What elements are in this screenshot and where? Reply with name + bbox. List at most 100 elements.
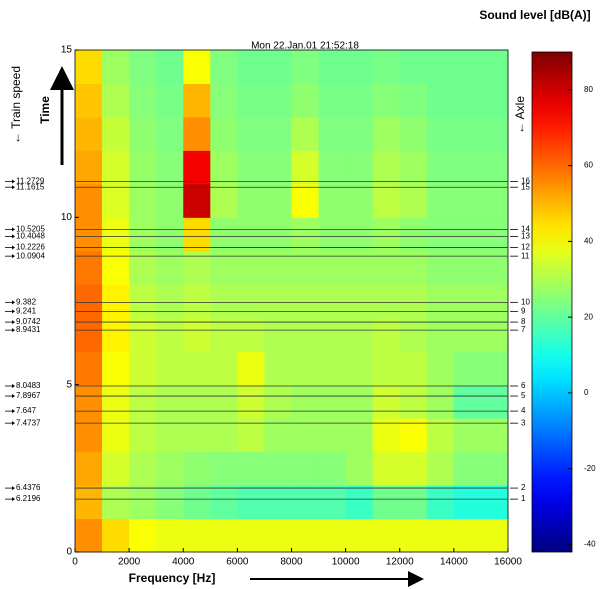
heatmap-cell: [129, 116, 157, 151]
heatmap-cell: [480, 183, 509, 218]
heatmap-cell: [399, 384, 428, 419]
axle-arrow-head: [12, 497, 15, 502]
heatmap-cell: [102, 116, 130, 151]
axle-arrow-head: [12, 245, 15, 250]
heatmap-cell: [480, 150, 509, 185]
heatmap-cell: [318, 50, 347, 84]
heatmap-cell: [291, 217, 320, 252]
heatmap-cell: [183, 351, 211, 386]
heatmap-cell: [75, 384, 103, 419]
heatmap-cell: [480, 116, 509, 151]
heatmap-cell: [129, 384, 157, 419]
heatmap-cell: [210, 50, 238, 84]
heatmap-cell: [345, 217, 374, 252]
x-tick-label: 4000: [172, 557, 195, 568]
heatmap-cell: [156, 317, 184, 352]
heatmap-cell: [372, 116, 401, 151]
heatmap-cell: [264, 351, 292, 386]
heatmap-cell: [129, 351, 157, 386]
axle-arrow-head: [12, 384, 15, 389]
heatmap-cell: [372, 485, 401, 520]
heatmap-cell: [75, 418, 103, 453]
heatmap-cell: [264, 217, 292, 252]
heatmap-cell: [237, 150, 265, 185]
axle-arrow-head: [12, 309, 15, 314]
axle-arrow-head: [12, 328, 15, 333]
heatmap-cell: [210, 116, 238, 151]
heatmap-cell: [102, 83, 130, 118]
side-label: ← Train speed: [9, 66, 23, 144]
heatmap-cell: [156, 351, 184, 386]
heatmap-cell: [345, 485, 374, 520]
axle-number: 10: [521, 297, 530, 306]
heatmap-cell: [75, 485, 103, 520]
axle-time-label: 10.0904: [16, 251, 45, 260]
heatmap: [75, 50, 509, 553]
colorbar-tick-label: -40: [584, 540, 596, 549]
axle-number: 8: [521, 317, 526, 326]
heatmap-cell: [129, 150, 157, 185]
heatmap-cell: [453, 384, 482, 419]
colorbar-tick-label: 0: [584, 388, 589, 397]
heatmap-cell: [156, 116, 184, 151]
heatmap-cell: [129, 317, 157, 352]
heatmap-cell: [291, 384, 320, 419]
heatmap-cell: [453, 183, 482, 218]
heatmap-cell: [480, 351, 509, 386]
heatmap-cell: [129, 518, 157, 553]
heatmap-cell: [102, 217, 130, 252]
heatmap-cell: [264, 284, 292, 319]
heatmap-cell: [183, 183, 211, 218]
heatmap-cell: [156, 384, 184, 419]
heatmap-cell: [183, 150, 211, 185]
axle-number: 13: [521, 232, 530, 241]
heatmap-cell: [318, 518, 347, 553]
heatmap-cell: [156, 83, 184, 118]
heatmap-cell: [183, 317, 211, 352]
heatmap-cell: [102, 284, 130, 319]
heatmap-cell: [210, 451, 238, 486]
colorbar-label: Sound level [dB(A)]: [479, 8, 590, 22]
heatmap-cell: [210, 518, 238, 553]
heatmap-cell: [102, 50, 130, 84]
y-tick-label: 15: [61, 45, 73, 56]
heatmap-cell: [210, 183, 238, 218]
axle-time-label: 9.382: [16, 297, 37, 306]
heatmap-cell: [237, 418, 265, 453]
axle-number: 3: [521, 418, 526, 427]
heatmap-cell: [426, 116, 455, 151]
axle-arrow-head: [12, 421, 15, 426]
x-tick-label: 16000: [494, 557, 522, 568]
heatmap-cell: [453, 50, 482, 84]
heatmap-cell: [291, 284, 320, 319]
axle-time-label: 11.1615: [16, 182, 45, 191]
heatmap-cell: [345, 518, 374, 553]
heatmap-cell: [237, 485, 265, 520]
heatmap-cell: [75, 83, 103, 118]
heatmap-cell: [264, 183, 292, 218]
axle-time-label: 9.241: [16, 306, 37, 315]
heatmap-cell: [183, 485, 211, 520]
axle-arrow-head: [12, 409, 15, 414]
heatmap-cell: [345, 50, 374, 84]
axle-time-label: 7.4737: [16, 418, 41, 427]
heatmap-cell: [453, 451, 482, 486]
heatmap-cell: [372, 351, 401, 386]
heatmap-cell: [453, 150, 482, 185]
heatmap-cell: [318, 150, 347, 185]
heatmap-cell: [210, 418, 238, 453]
heatmap-cell: [318, 83, 347, 118]
heatmap-cell: [129, 183, 157, 218]
heatmap-cell: [453, 317, 482, 352]
heatmap-cell: [318, 418, 347, 453]
heatmap-cell: [75, 451, 103, 486]
axle-time-label: 8.0483: [16, 381, 41, 390]
x-tick-label: 12000: [386, 557, 414, 568]
heatmap-cell: [345, 384, 374, 419]
heatmap-cell: [399, 418, 428, 453]
axle-time-label: 7.647: [16, 406, 37, 415]
heatmap-cell: [102, 451, 130, 486]
y-tick-label: 0: [66, 547, 72, 558]
x-tick-label: 2000: [118, 557, 141, 568]
